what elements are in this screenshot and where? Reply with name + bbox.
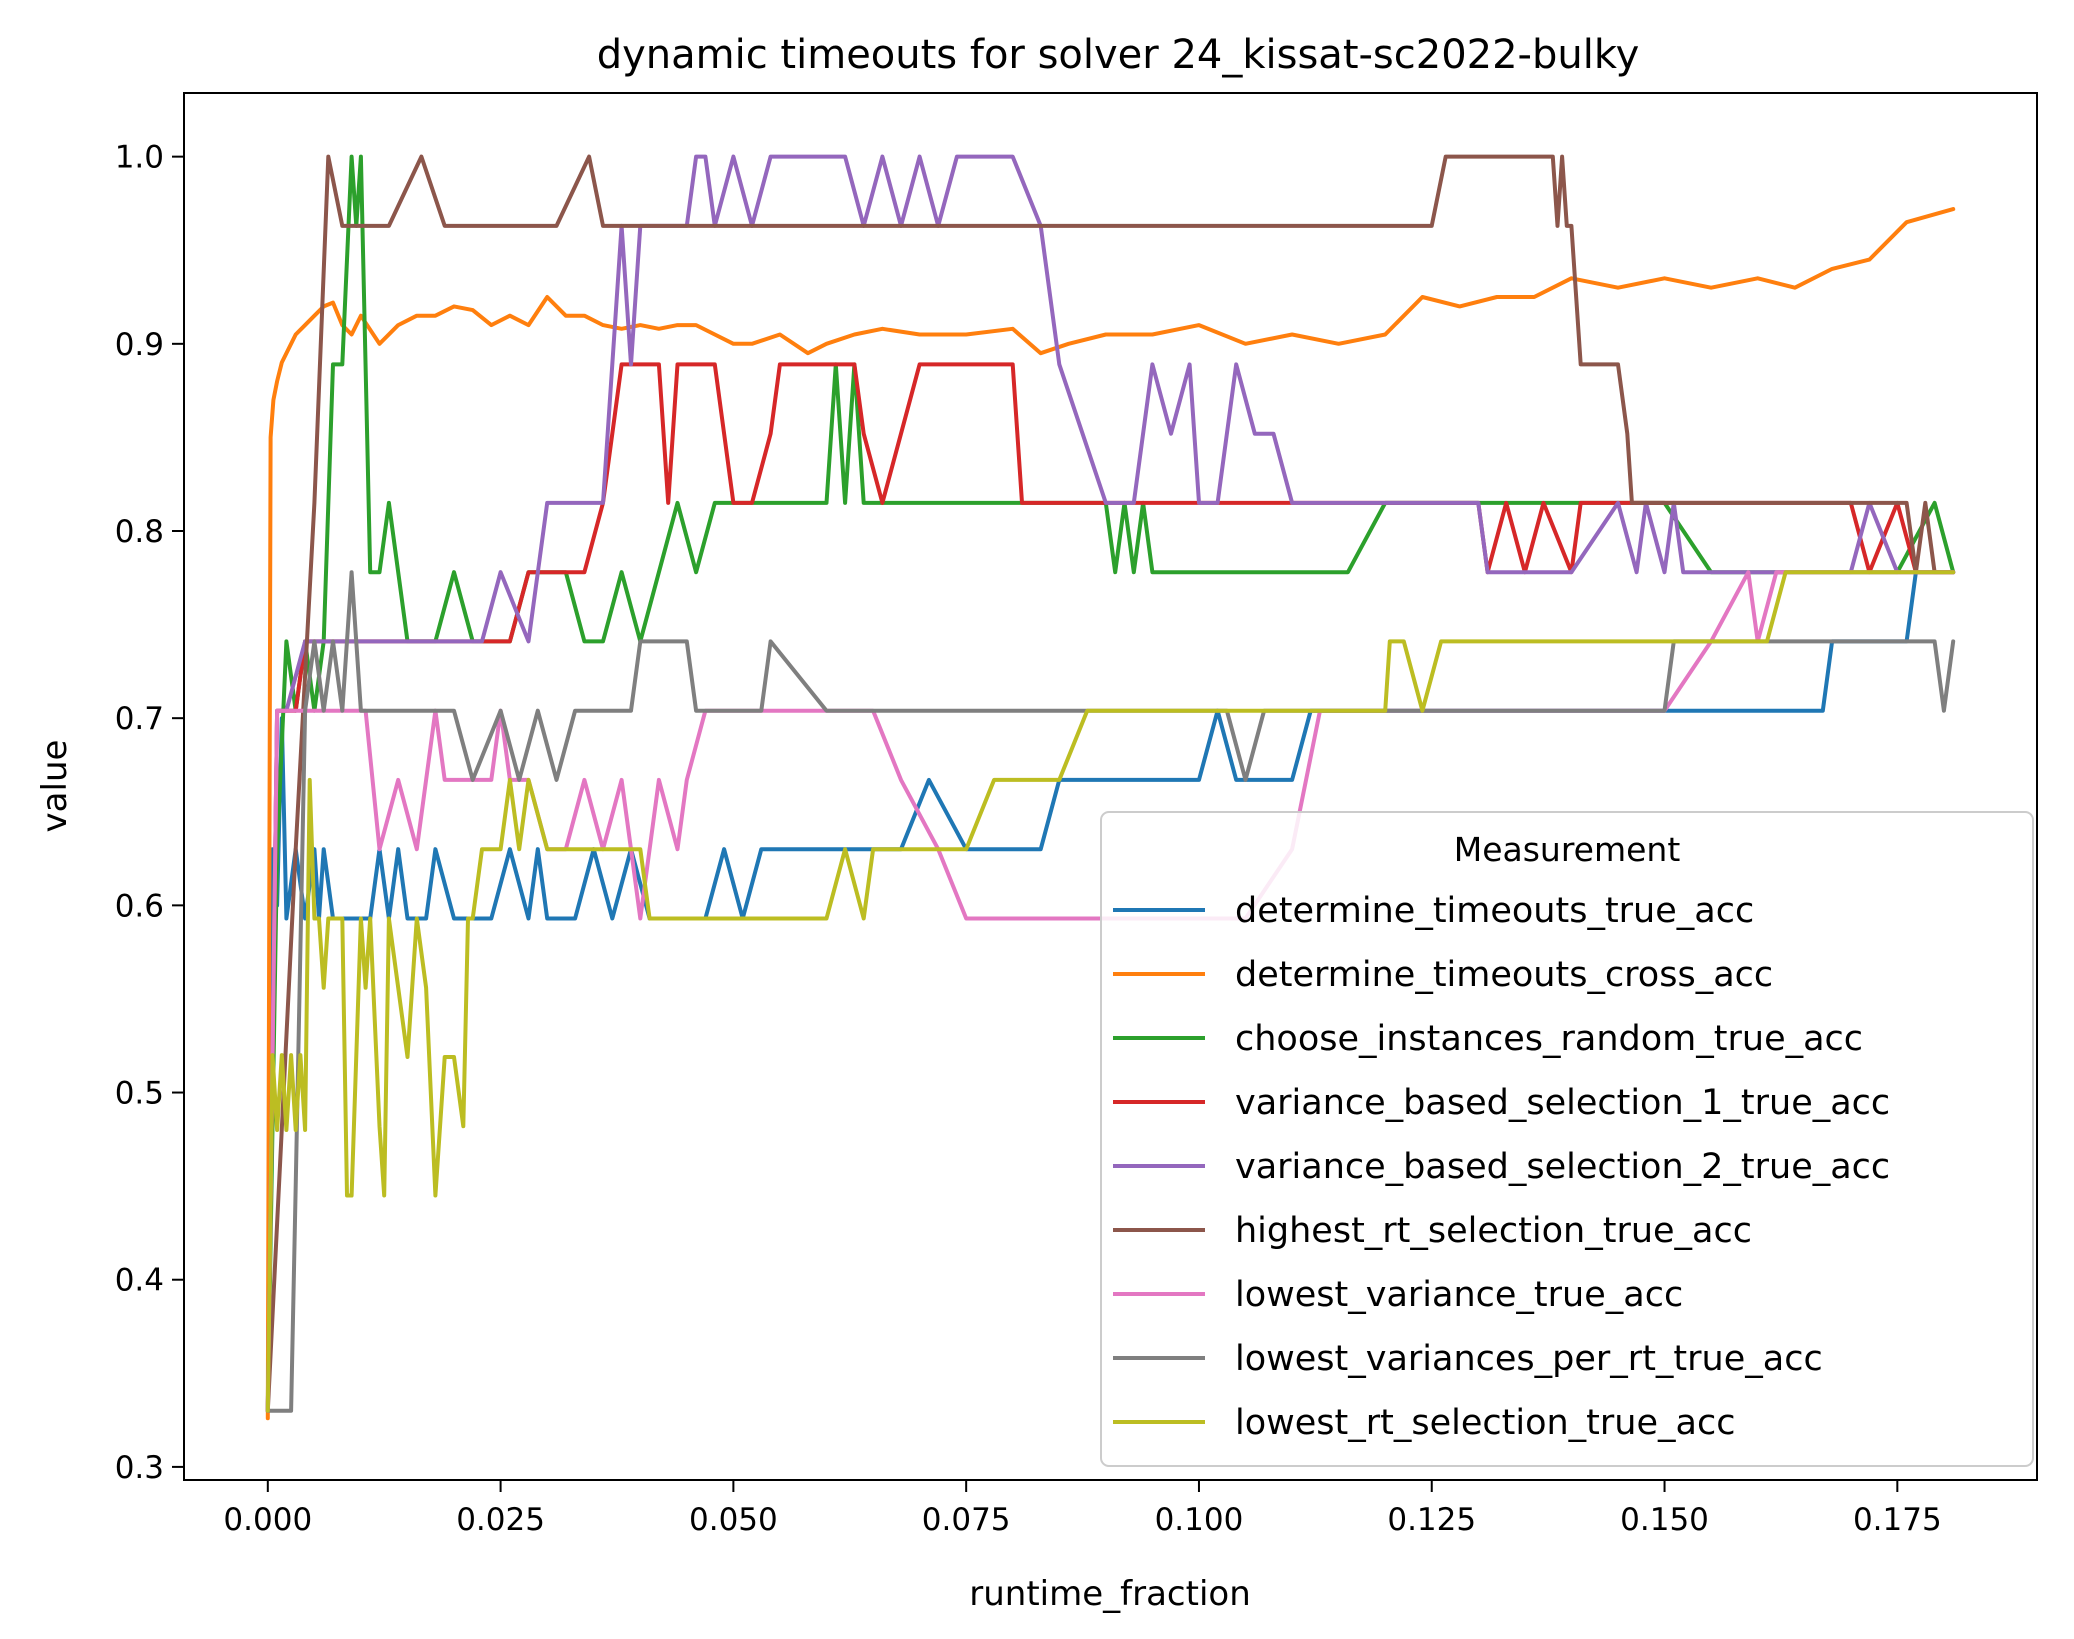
series-line-variance-based-selection-2-true-acc xyxy=(265,154,1956,1413)
x-tick-label: 0.050 xyxy=(689,1502,778,1538)
legend-label: determine_timeouts_cross_acc xyxy=(1235,955,1773,995)
series-line-choose-instances-random-true-acc xyxy=(265,154,1956,1413)
legend-title: Measurement xyxy=(1454,830,1681,869)
legend: Measurement determine_timeouts_true_accd… xyxy=(1100,811,2034,1467)
x-tick-label: 0.100 xyxy=(1155,1502,1244,1538)
y-tick-label: 0.3 xyxy=(115,1450,164,1486)
x-axis-label: runtime_fraction xyxy=(969,1574,1251,1614)
y-axis-label: value xyxy=(35,740,75,833)
x-tick-label: 0.175 xyxy=(1853,1502,1942,1538)
series-line-determine-timeouts-cross-acc xyxy=(265,207,1956,1421)
legend-label: lowest_variances_per_rt_true_acc xyxy=(1235,1339,1823,1379)
y-tick-label: 0.4 xyxy=(115,1263,164,1299)
y-tick-label: 0.9 xyxy=(115,327,164,363)
y-tick-label: 0.6 xyxy=(115,888,164,924)
legend-label: choose_instances_random_true_acc xyxy=(1235,1019,1863,1059)
x-tick-label: 0.000 xyxy=(223,1502,312,1538)
legend-label: variance_based_selection_2_true_acc xyxy=(1235,1147,1890,1187)
legend-box xyxy=(1100,811,2034,1467)
series-line-highest-rt-selection-true-acc xyxy=(265,154,1956,1413)
y-tick-label: 0.7 xyxy=(115,701,164,737)
legend-label: highest_rt_selection_true_acc xyxy=(1235,1211,1752,1251)
x-axis: 0.000 0.025 0.050 0.075 0.100 0.125 0.150 0.175 xyxy=(223,1480,1942,1538)
x-tick-label: 0.025 xyxy=(456,1502,545,1538)
series-line-lowest-variances-per-rt-true-acc xyxy=(265,570,1956,1413)
legend-label: lowest_rt_selection_true_acc xyxy=(1235,1403,1735,1443)
legend-label: lowest_variance_true_acc xyxy=(1235,1275,1683,1315)
series-group xyxy=(265,154,1956,1421)
series-line-lowest-rt-selection-true-acc xyxy=(265,570,1956,1413)
y-tick-label: 0.8 xyxy=(115,514,164,550)
y-axis: 0.3 0.4 0.5 0.6 0.7 0.8 0.9 1.0 xyxy=(115,140,184,1486)
x-tick-label: 0.150 xyxy=(1620,1502,1709,1538)
y-tick-label: 0.5 xyxy=(115,1076,164,1112)
y-tick-label: 1.0 xyxy=(115,140,164,176)
legend-label: determine_timeouts_true_acc xyxy=(1235,891,1754,931)
x-tick-label: 0.125 xyxy=(1387,1502,1476,1538)
x-tick-label: 0.075 xyxy=(922,1502,1011,1538)
chart-title: dynamic timeouts for solver 24_kissat-sc… xyxy=(597,32,1640,78)
legend-label: variance_based_selection_1_true_acc xyxy=(1235,1083,1890,1123)
legend-items: determine_timeouts_true_acc determine_tim… xyxy=(1113,891,1890,1443)
